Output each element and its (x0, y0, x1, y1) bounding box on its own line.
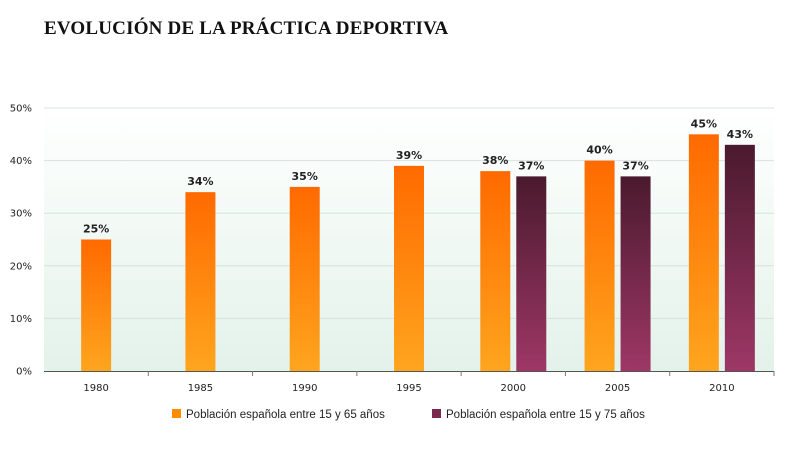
data-label: 37% (518, 159, 544, 172)
data-label: 38% (482, 154, 508, 167)
y-tick-label: 10% (10, 314, 32, 325)
data-label: 39% (396, 149, 422, 162)
legend-swatch (172, 409, 181, 418)
bar-poblacion-15-65-2000 (480, 171, 511, 371)
x-tick-label: 1995 (396, 383, 421, 394)
data-label: 37% (622, 159, 648, 172)
bar-poblacion-15-65-1985 (185, 192, 216, 371)
y-tick-label: 50% (10, 104, 32, 115)
x-tick-label: 1980 (83, 383, 108, 394)
legend-swatch (432, 409, 441, 418)
bar-poblacion-15-65-1995 (394, 165, 424, 371)
data-label: 35% (292, 170, 318, 183)
x-tick-label: 2005 (605, 383, 630, 394)
bar-poblacion-15-65-2005 (584, 160, 615, 371)
x-tick-label: 2010 (709, 383, 734, 394)
bars (81, 134, 755, 371)
bar-poblacion-15-65-2010 (688, 134, 719, 371)
y-tick-label: 0% (16, 367, 32, 378)
y-tick-label: 30% (10, 209, 32, 220)
legend: Población española entre 15 y 65 años Pob… (172, 409, 645, 421)
axes: 0% 10% 20% 30% 40% 50% 1980 1985 1990 1995 2000 200… (10, 104, 775, 394)
bar-poblacion-15-65-1980 (81, 239, 112, 371)
chart-title: EVOLUCIÓN DE LA PRÁCTICA DEPORTIVA (44, 18, 449, 39)
x-tick-label: 1985 (188, 383, 213, 394)
data-label: 25% (83, 223, 109, 236)
x-tick-label: 1990 (292, 383, 317, 394)
data-label: 43% (727, 128, 753, 141)
data-label: 40% (586, 144, 612, 157)
bar-poblacion-15-75-2005 (620, 176, 651, 371)
x-tick-label: 2000 (501, 383, 526, 394)
bar-poblacion-15-75-2000 (516, 176, 547, 371)
legend-label: Población española entre 15 y 65 años (186, 409, 385, 421)
data-labels: 25% 34% 35% 39% 38% 37% 40% 37% 45% 43% (83, 117, 753, 235)
data-label: 34% (187, 175, 213, 188)
y-tick-label: 40% (10, 156, 32, 167)
data-label: 45% (691, 117, 717, 130)
legend-label: Población española entre 15 y 75 años (446, 409, 645, 421)
bar-poblacion-15-65-1990 (289, 186, 320, 371)
y-tick-label: 20% (10, 261, 32, 272)
bar-poblacion-15-75-2010 (724, 144, 755, 371)
